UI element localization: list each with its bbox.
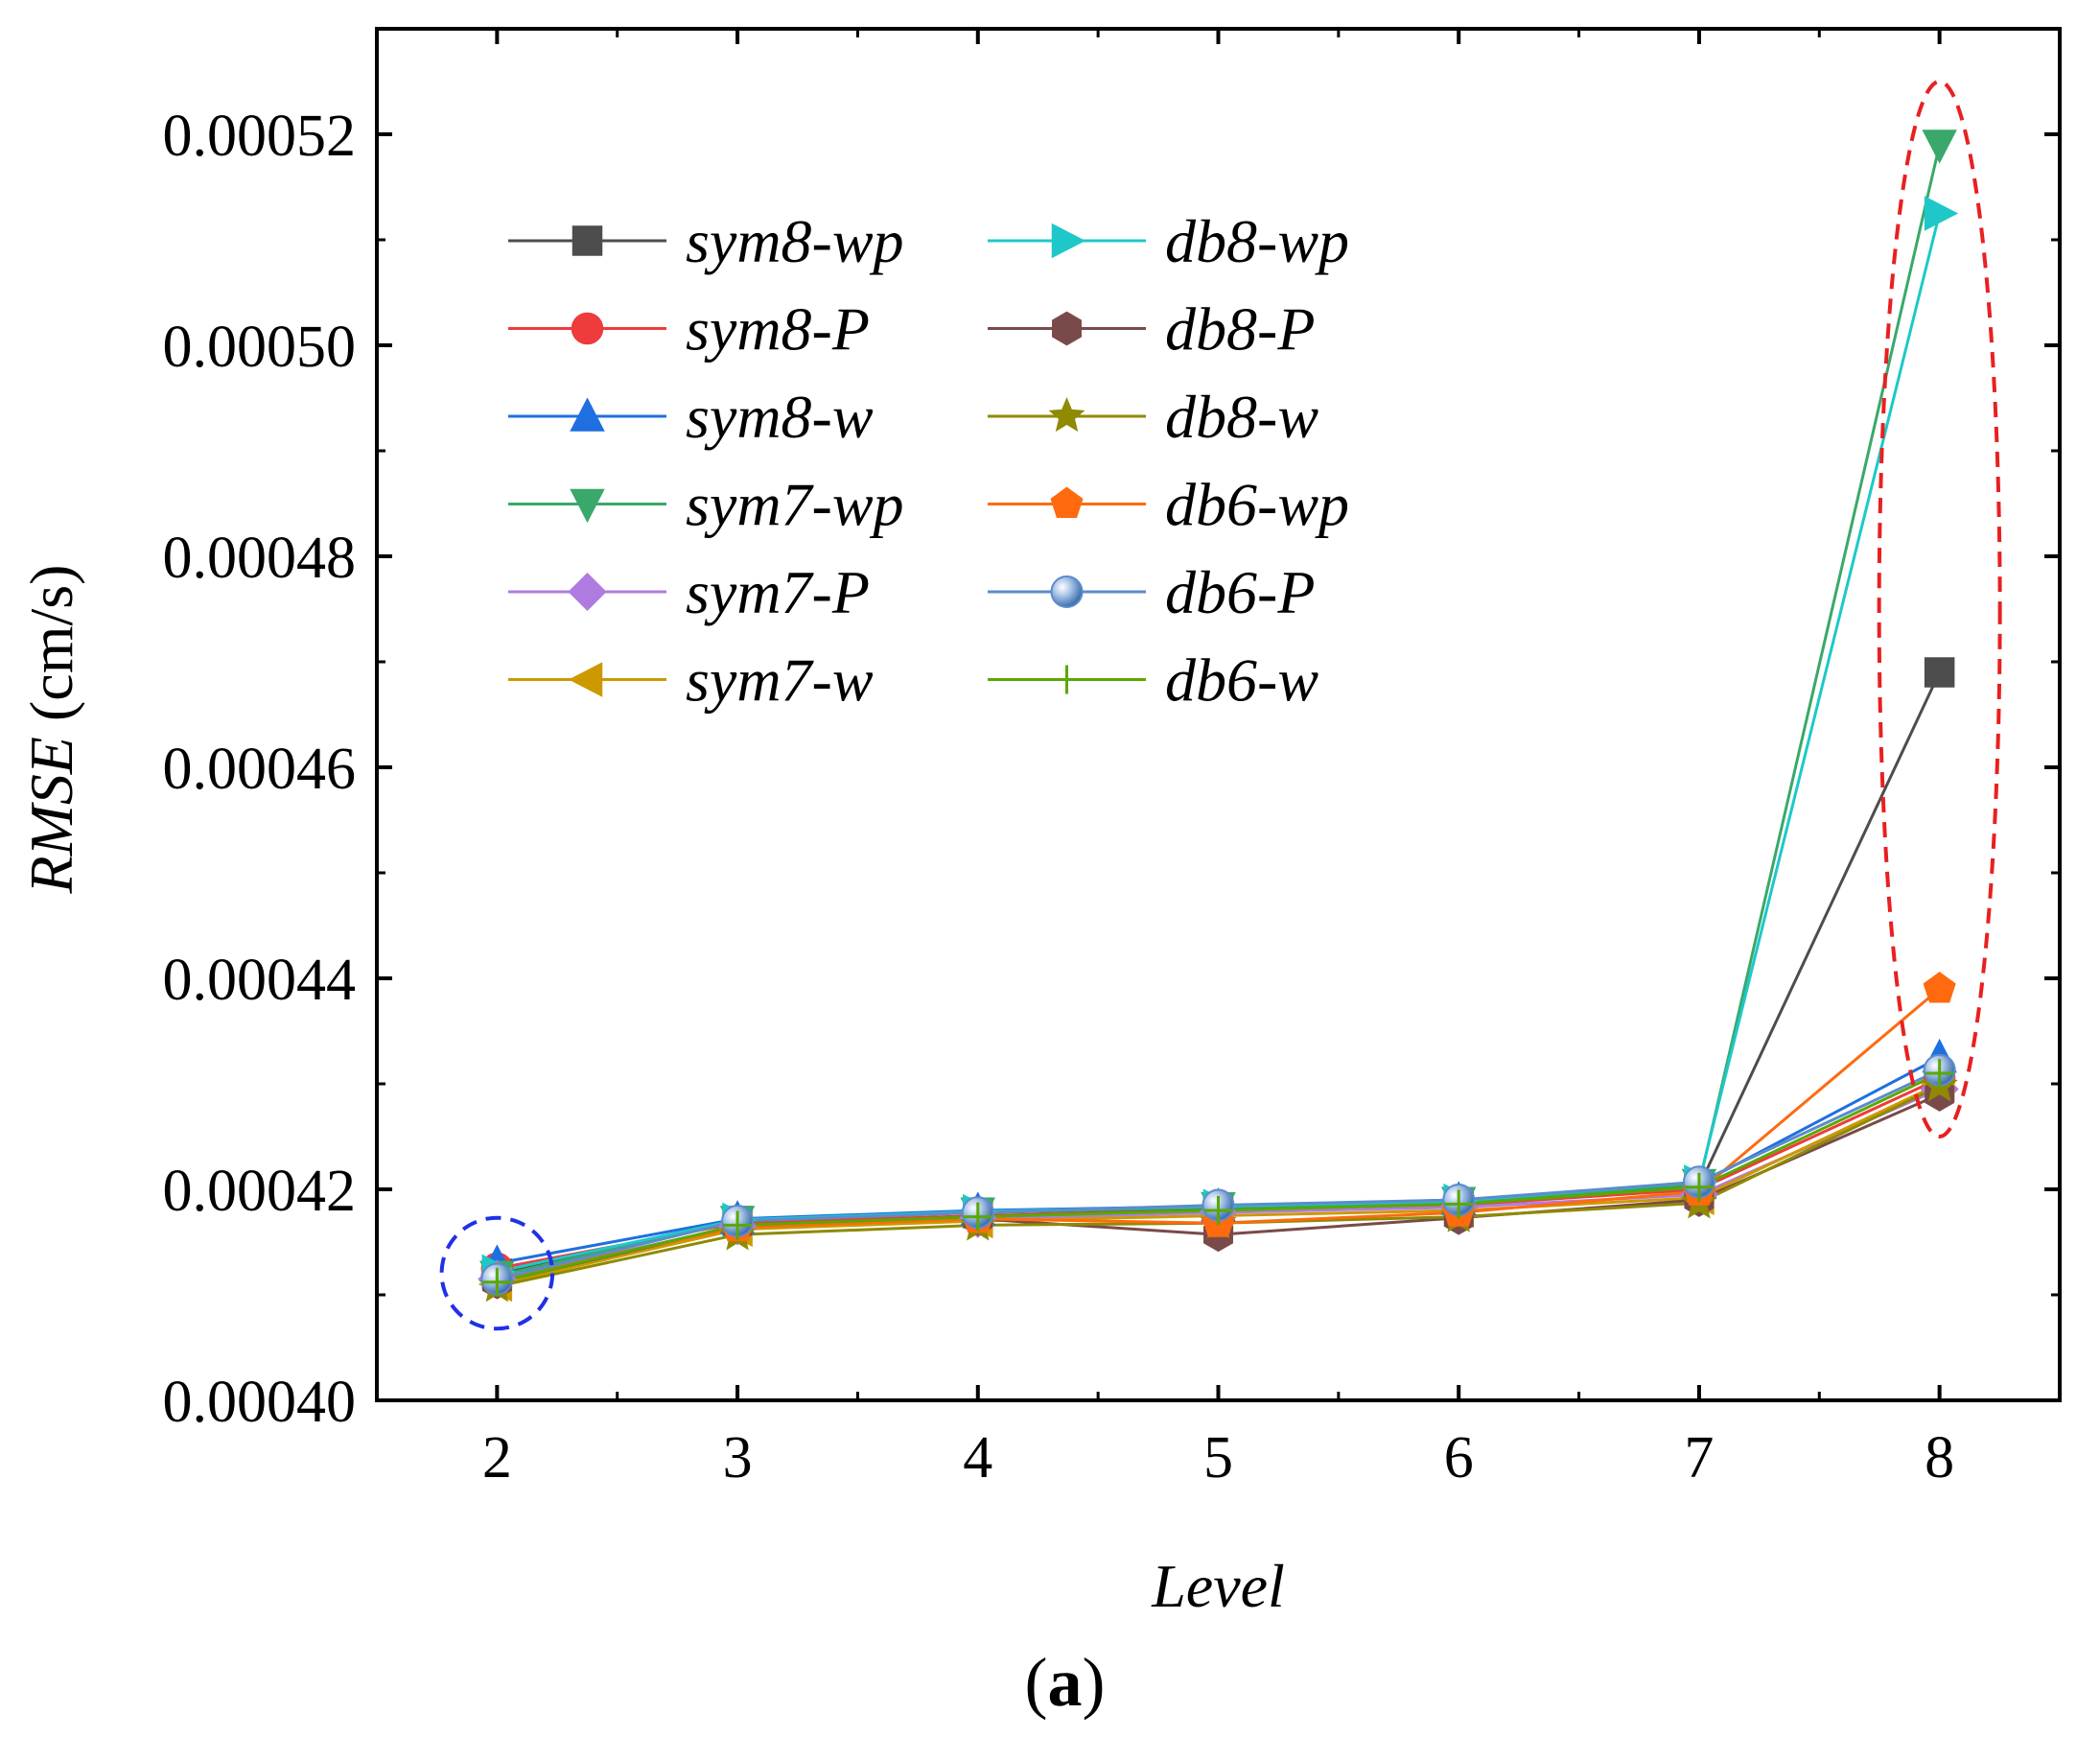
legend-item-sym8-wp: sym8-wp [508,207,904,275]
legend-item-sym8-P: sym8-P [508,295,870,364]
legend-item-sym7-P: sym7-P [508,558,870,626]
legend-label: sym7-wp [686,471,904,539]
data-point [482,1267,512,1297]
legend-item-db8-wp: db8-wp [988,207,1349,275]
y-tick-label: 0.00042 [163,1159,357,1224]
x-tick-label: 5 [1203,1425,1233,1491]
legend-label: db8-wp [1165,207,1349,275]
data-point [1684,1172,1714,1202]
y-tick-label: 0.00052 [163,104,357,169]
legend-item-db6-w: db6-w [988,646,1318,715]
legend-swatch-marker [568,662,603,697]
legend-swatch-marker [1051,223,1086,259]
x-tick-label: 7 [1684,1425,1714,1491]
data-point [1923,972,1956,1003]
legend-label: db6-wp [1165,471,1349,539]
legend-swatch-marker [1052,311,1082,346]
x-axis-label: Level [1151,1552,1285,1620]
x-tick-label: 6 [1444,1425,1474,1491]
legend-swatch-marker [570,488,605,524]
legend-label: sym8-wp [686,207,904,275]
legend-swatch-marker [572,225,603,256]
markers-db6-w [482,1059,1954,1297]
y-axis-label-metric: RMSE [17,737,85,895]
legend-label: db6-P [1165,558,1315,626]
x-tick-label: 2 [482,1425,512,1491]
highlight-circle [439,1215,555,1331]
legend-item-sym8-w: sym8-w [508,383,874,451]
series-db8-wp [497,213,1942,1274]
legend-item-sym7-wp: sym7-wp [508,471,904,539]
data-point [1924,657,1955,688]
x-tick-label: 8 [1925,1425,1954,1491]
x-tick-label: 4 [963,1425,992,1491]
y-tick-label: 0.00046 [163,737,357,802]
legend-item-db6-wp: db6-wp [988,471,1349,539]
y-tick-label: 0.00048 [163,526,357,591]
data-point [1203,1196,1233,1225]
legend-label: db6-w [1165,646,1318,715]
legend-label: sym7-w [686,646,874,715]
y-tick-label: 0.00040 [163,1370,357,1435]
y-tick-label: 0.00050 [163,315,357,380]
legend-item-db8-w: db8-w [988,383,1318,451]
legend-label: sym8-w [686,383,874,451]
legend-swatch-marker [1050,575,1084,608]
legend-label: db8-w [1165,383,1318,451]
caption-close-paren: ) [1083,1644,1106,1721]
y-tick-label: 0.00044 [163,948,357,1013]
x-tick-label: 3 [723,1425,753,1491]
legend-swatch-marker [570,397,605,432]
caption-open-paren: ( [1025,1644,1048,1721]
legend-swatch-marker [1052,665,1082,694]
caption-letter: a [1048,1644,1083,1721]
legend-item-sym7-w: sym7-w [508,646,874,715]
legend-swatch-marker [1050,486,1084,519]
series-line [497,213,1942,1274]
legend-item-db6-P: db6-P [988,558,1315,626]
legend-swatch-marker [568,572,607,612]
legend-swatch-marker [571,312,604,345]
axis-ticks: 2 3 4 5 6 7 8 0.00040 0.00042 0.00044 0.00046 0.000… [163,29,2060,1491]
legend-item-db8-P: db8-P [988,295,1315,364]
annotation-layer [439,80,2002,1331]
data-point [963,1202,992,1232]
data-point [723,1210,753,1240]
legend-label: sym7-P [686,558,870,626]
highlight-ellipse [1877,80,2002,1138]
data-point [1444,1189,1474,1219]
y-axis-label: RMSE (cm/s) [17,565,85,895]
y-axis-label-unit: (cm/s) [17,565,85,738]
legend: sym8-wp sym8-P sym8-w sym7-wp sym7-P sym7-w db… [508,207,1349,715]
figure-caption: (a) [1025,1644,1106,1721]
legend-label: db8-P [1165,295,1315,364]
legend-swatch-marker [1048,397,1085,433]
data-point [1924,196,1959,231]
data-point [1925,1059,1954,1088]
legend-label: sym8-P [686,295,870,364]
series-layer [478,129,1959,1303]
data-point [1922,129,1957,164]
